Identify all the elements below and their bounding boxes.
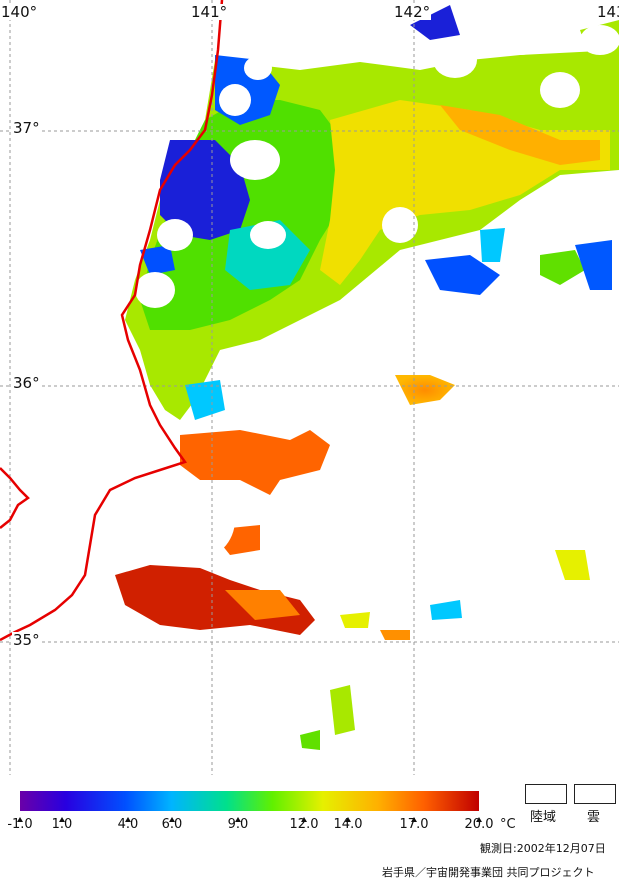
- legend-tick: 12.0: [289, 817, 319, 832]
- sst-patch-east-5: [410, 5, 460, 40]
- sst-region-warm-1: [180, 430, 330, 495]
- sst-patch-south-4: [340, 612, 370, 628]
- lon-label-142: 142°: [393, 3, 432, 21]
- lat-label-37: 37°: [12, 119, 41, 137]
- scale-tick-marks: [17, 817, 482, 822]
- temperature-legend: [17, 791, 482, 822]
- land-label: 陸域: [530, 810, 557, 825]
- legend-tick: 4.0: [117, 817, 139, 832]
- sst-patch-east-4: [430, 600, 462, 620]
- sst-region-cyan-2: [185, 380, 225, 420]
- observation-date: 観測日:2002年12月07日: [480, 842, 606, 855]
- coastline-lake: [0, 467, 30, 529]
- sst-map: [0, 0, 619, 775]
- sst-patch-east-1: [395, 375, 455, 405]
- sst-patch-east-6: [425, 255, 500, 295]
- sst-field: [115, 5, 619, 750]
- legend-tick: 1.0: [51, 817, 73, 832]
- land-swatch: [525, 784, 567, 804]
- legend-unit: °C: [500, 817, 516, 832]
- sst-patch-south-3: [380, 630, 410, 640]
- coastline: [0, 0, 224, 642]
- sst-patch-south-1: [330, 685, 355, 735]
- cloud-label: 雲: [587, 810, 601, 825]
- lat-label-35: 35°: [12, 631, 41, 649]
- legend-tick: 17.0: [399, 817, 429, 832]
- sst-region-cyan: [225, 220, 310, 290]
- lat-label-36: 36°: [12, 374, 41, 392]
- sst-patch-south-2: [300, 730, 320, 750]
- legend-tick: 6.0: [161, 817, 183, 832]
- lon-label-143: 143°: [596, 4, 619, 20]
- legend-tick: 20.0: [464, 817, 494, 832]
- lon-label-140: 140°: [0, 3, 39, 21]
- color-scale-bar: [20, 791, 479, 811]
- lon-label-141: 141°: [190, 3, 229, 21]
- legend-tick: 14.0: [333, 817, 363, 832]
- sst-region-orange-band: [440, 105, 600, 165]
- sst-patch-east-3: [555, 550, 590, 580]
- legend-tick: -1.0: [7, 817, 33, 832]
- sst-region-cold-3: [140, 245, 175, 275]
- legend-tick: 9.0: [227, 817, 249, 832]
- cloud-masks: [135, 5, 619, 560]
- sst-patch-east-8: [575, 240, 612, 290]
- cloud-swatch: [574, 784, 616, 804]
- sst-patch-east-7: [480, 228, 505, 262]
- sst-region-hot-2: [225, 590, 300, 620]
- graticule: [0, 0, 619, 775]
- project-credit: 岩手県／宇宙開発事業団 共同プロジェクト: [382, 866, 595, 879]
- sst-patch-east-2: [540, 250, 585, 285]
- sst-region-cold-2: [160, 140, 250, 240]
